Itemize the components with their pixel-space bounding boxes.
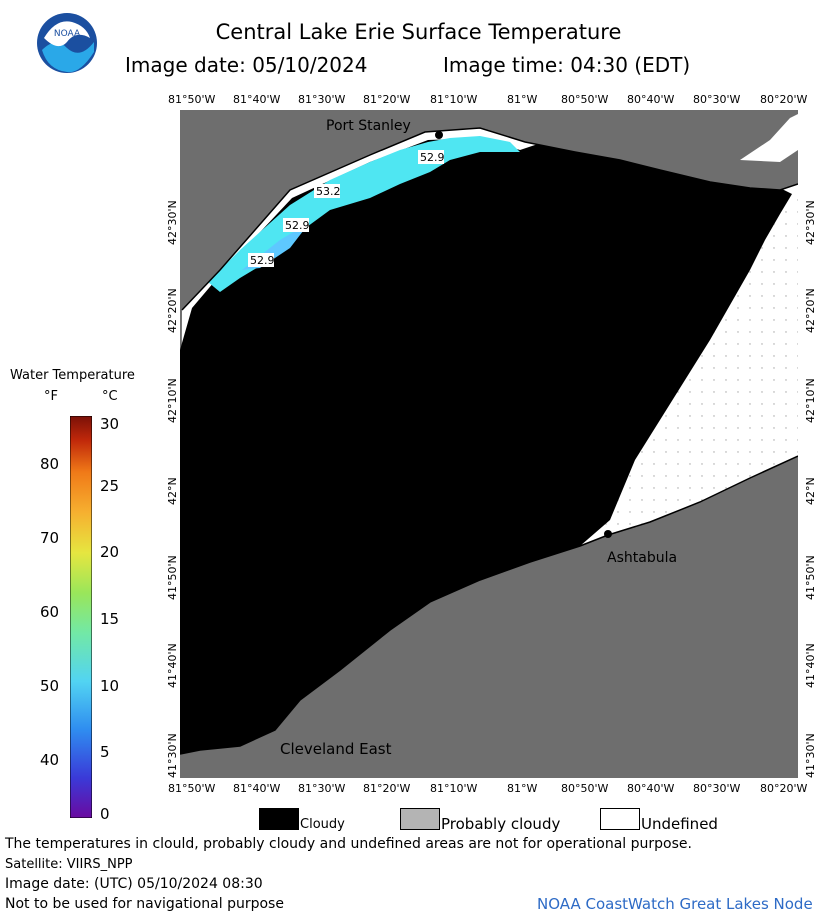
- lat-tick: 42°10'N: [804, 378, 817, 423]
- lon-tick: 80°40'W: [627, 782, 675, 795]
- cloudy-swatch: [259, 808, 299, 830]
- temperature-label: 52.9: [418, 150, 445, 164]
- lake-map: 52.9 53.2 52.9 52.9 Port Stanley Ashtabu…: [180, 110, 798, 778]
- f-tick: 80: [40, 455, 60, 473]
- image-date: Image date: 05/10/2024: [125, 53, 368, 77]
- cloudy-region: [180, 138, 792, 754]
- temperature-label: 52.9: [283, 218, 310, 232]
- probably-cloudy-label: Probably cloudy: [441, 815, 561, 833]
- lon-tick: 81°50'W: [168, 782, 216, 795]
- f-tick: 40: [40, 751, 60, 769]
- place-port-stanley: Port Stanley: [326, 118, 411, 134]
- legend-unit-c: °C: [102, 389, 118, 404]
- cloudy-label: Cloudy: [300, 817, 345, 832]
- navigation-warning: Not to be used for navigational purpose: [5, 896, 284, 912]
- lat-tick: 41°40'N: [804, 643, 817, 688]
- c-tick: 25: [100, 477, 120, 495]
- lat-tick: 42°10'N: [166, 378, 179, 423]
- place-cleveland-east: Cleveland East: [280, 740, 392, 758]
- c-tick: 0: [100, 805, 110, 823]
- lon-tick: 81°W: [507, 782, 538, 795]
- lon-tick: 80°20'W: [760, 782, 808, 795]
- south-shore-land: [180, 456, 798, 778]
- credit-link[interactable]: NOAA CoastWatch Great Lakes Node: [537, 895, 813, 913]
- ashtabula-marker: [604, 530, 612, 538]
- legend-unit-f: °F: [44, 389, 58, 404]
- disclaimer: The temperatures in clould, probably clo…: [5, 836, 692, 852]
- temperature-label: 53.2: [314, 184, 341, 198]
- lat-tick: 41°30'N: [804, 733, 817, 778]
- lat-tick: 42°30'N: [804, 200, 817, 245]
- lon-tick: 80°20'W: [760, 93, 808, 106]
- lon-tick: 81°30'W: [298, 93, 346, 106]
- lon-tick: 80°50'W: [561, 782, 609, 795]
- lon-tick: 80°50'W: [561, 93, 609, 106]
- lon-tick: 81°40'W: [233, 93, 281, 106]
- f-tick: 70: [40, 529, 60, 547]
- temperature-colorbar: [70, 416, 92, 818]
- svg-text:52.9: 52.9: [285, 219, 310, 232]
- lon-tick: 80°30'W: [693, 93, 741, 106]
- lat-tick: 41°50'N: [166, 555, 179, 600]
- svg-text:52.9: 52.9: [420, 151, 445, 164]
- lon-tick: 80°30'W: [693, 782, 741, 795]
- lat-tick: 42°20'N: [804, 288, 817, 333]
- svg-text:NOAA: NOAA: [54, 29, 81, 39]
- undefined-label: Undefined: [641, 815, 718, 833]
- lat-tick: 42°20'N: [166, 288, 179, 333]
- image-time: Image time: 04:30 (EDT): [443, 53, 691, 77]
- lon-tick: 81°40'W: [233, 782, 281, 795]
- lon-tick: 81°20'W: [363, 782, 411, 795]
- lon-tick: 81°50'W: [168, 93, 216, 106]
- lat-tick: 42°N: [166, 477, 179, 505]
- lon-tick: 81°W: [507, 93, 538, 106]
- c-tick: 10: [100, 677, 120, 695]
- lon-tick: 81°20'W: [363, 93, 411, 106]
- c-tick: 5: [100, 743, 110, 761]
- lat-tick: 41°30'N: [166, 733, 179, 778]
- svg-text:53.2: 53.2: [316, 185, 341, 198]
- north-shore-land: [180, 110, 798, 310]
- probably-cloudy-swatch: [400, 808, 440, 830]
- lat-tick: 41°50'N: [804, 555, 817, 600]
- lat-tick: 42°N: [804, 477, 817, 505]
- port-stanley-marker: [435, 131, 443, 139]
- temperature-label: 52.9: [248, 253, 275, 267]
- lon-tick: 81°10'W: [430, 782, 478, 795]
- lon-tick: 81°30'W: [298, 782, 346, 795]
- c-tick: 15: [100, 610, 120, 628]
- f-tick: 60: [40, 603, 60, 621]
- page-title: Central Lake Erie Surface Temperature: [215, 20, 622, 44]
- undefined-swatch: [600, 808, 640, 830]
- c-tick: 30: [100, 415, 120, 433]
- f-tick: 50: [40, 677, 60, 695]
- place-ashtabula: Ashtabula: [607, 550, 677, 566]
- legend-title: Water Temperature: [10, 368, 135, 383]
- satellite-info: Satellite: VIIRS_NPP: [5, 857, 133, 872]
- lat-tick: 42°30'N: [166, 200, 179, 245]
- svg-text:52.9: 52.9: [250, 254, 275, 267]
- c-tick: 20: [100, 543, 120, 561]
- observed-water: [208, 136, 520, 292]
- noaa-logo: NOAA: [36, 12, 98, 74]
- lon-tick: 81°10'W: [430, 93, 478, 106]
- utc-date: Image date: (UTC) 05/10/2024 08:30: [5, 876, 263, 892]
- lon-tick: 80°40'W: [627, 93, 675, 106]
- lat-tick: 41°40'N: [166, 643, 179, 688]
